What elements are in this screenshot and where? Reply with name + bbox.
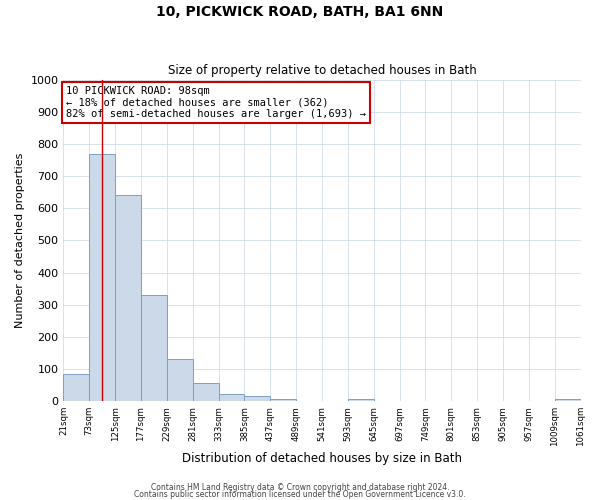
Bar	[89, 154, 115, 401]
Title: Size of property relative to detached houses in Bath: Size of property relative to detached ho…	[167, 64, 476, 77]
Bar	[554, 398, 581, 401]
Text: Contains HM Land Registry data © Crown copyright and database right 2024.: Contains HM Land Registry data © Crown c…	[151, 484, 449, 492]
Text: 10, PICKWICK ROAD, BATH, BA1 6NN: 10, PICKWICK ROAD, BATH, BA1 6NN	[157, 5, 443, 19]
Bar	[244, 396, 270, 401]
Bar	[270, 398, 296, 401]
Text: 10 PICKWICK ROAD: 98sqm
← 18% of detached houses are smaller (362)
82% of semi-d: 10 PICKWICK ROAD: 98sqm ← 18% of detache…	[66, 86, 366, 119]
Bar	[218, 394, 244, 401]
Bar	[141, 295, 167, 401]
Bar	[348, 398, 374, 401]
Bar	[115, 196, 141, 401]
Y-axis label: Number of detached properties: Number of detached properties	[15, 152, 25, 328]
Bar	[64, 374, 89, 401]
Text: Contains public sector information licensed under the Open Government Licence v3: Contains public sector information licen…	[134, 490, 466, 499]
Bar	[167, 360, 193, 401]
Bar	[193, 382, 218, 401]
X-axis label: Distribution of detached houses by size in Bath: Distribution of detached houses by size …	[182, 452, 462, 465]
